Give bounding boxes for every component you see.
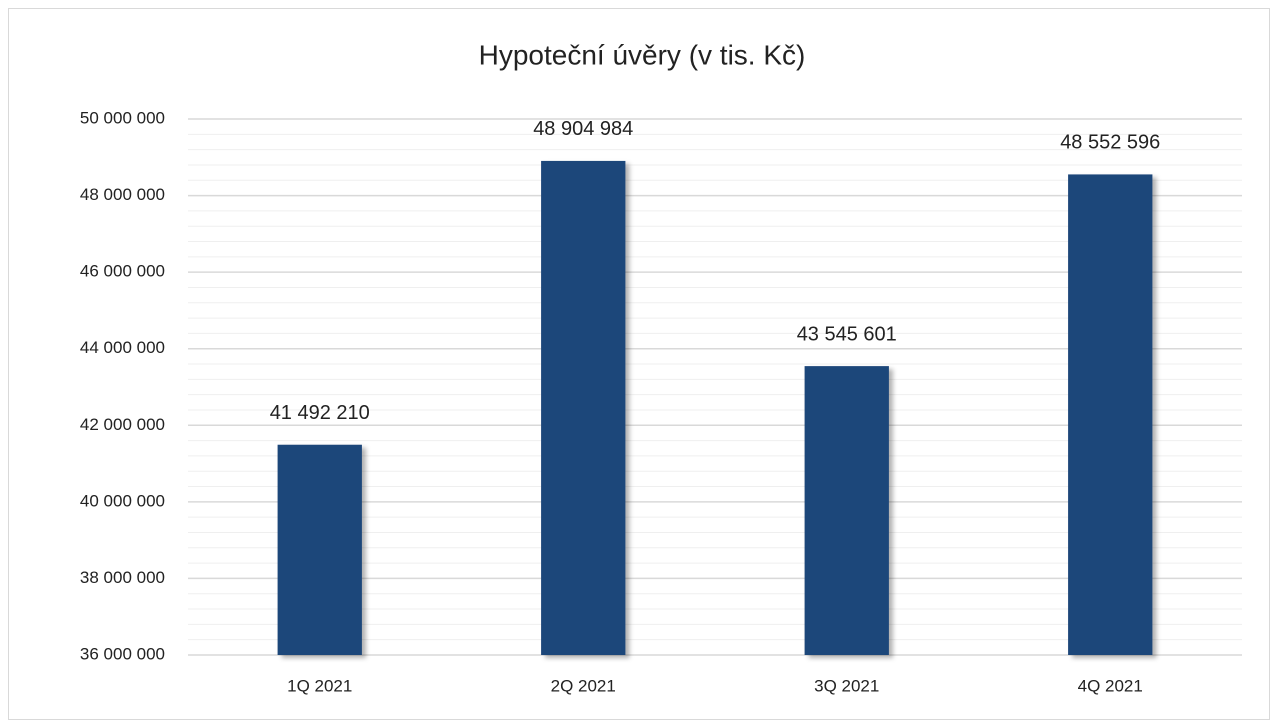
- y-tick-label: 42 000 000: [80, 415, 165, 434]
- x-tick-label: 2Q 2021: [551, 676, 616, 695]
- data-label: 48 552 596: [1060, 132, 1160, 154]
- bar: [277, 444, 362, 655]
- data-label: 41 492 210: [270, 402, 370, 424]
- x-tick-label: 3Q 2021: [814, 676, 879, 695]
- y-tick-label: 50 000 000: [80, 108, 165, 127]
- data-label: 48 904 984: [533, 118, 633, 140]
- x-tick-label: 4Q 2021: [1078, 676, 1143, 695]
- chart-title: Hypoteční úvěry (v tis. Kč): [479, 39, 806, 70]
- y-tick-label: 44 000 000: [80, 338, 165, 357]
- y-tick-label: 36 000 000: [80, 644, 165, 663]
- bar: [541, 160, 626, 656]
- data-label: 43 545 601: [797, 323, 897, 345]
- y-tick-label: 46 000 000: [80, 262, 165, 281]
- x-tick-label: 1Q 2021: [287, 676, 352, 695]
- bar: [1068, 174, 1153, 655]
- y-tick-label: 40 000 000: [80, 491, 165, 510]
- y-tick-label: 48 000 000: [80, 185, 165, 204]
- y-tick-label: 38 000 000: [80, 568, 165, 587]
- bar: [804, 366, 889, 655]
